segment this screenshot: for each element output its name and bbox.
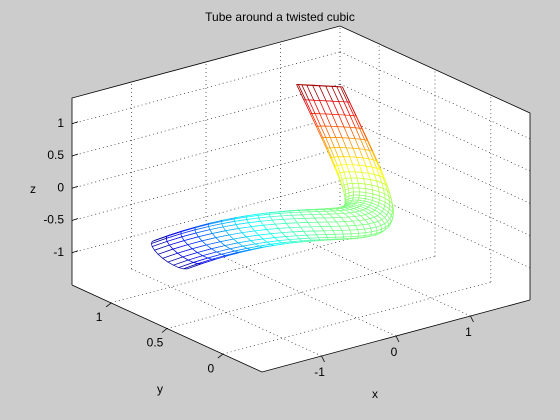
grid-line — [339, 116, 531, 204]
axes-background — [72, 26, 530, 372]
mesh-face — [352, 194, 360, 199]
tube-mesh — [151, 84, 394, 270]
x-axis-label: x — [372, 387, 378, 401]
tick-label: 0.5 — [47, 148, 64, 162]
tick-mark — [71, 153, 79, 157]
tick-mark — [321, 355, 325, 363]
chart-title: Tube around a twisted cubic — [205, 10, 355, 24]
grid-line — [339, 148, 531, 236]
grid-line — [280, 228, 471, 317]
tick-label: -1 — [53, 245, 64, 259]
tick-mark — [71, 250, 79, 254]
mesh-face — [353, 191, 360, 196]
tick-label: -0.5 — [43, 213, 64, 227]
tick-label: 0 — [391, 345, 398, 359]
z-axis-label: z — [30, 182, 36, 196]
tick-mark — [470, 315, 474, 323]
grid-line — [131, 268, 322, 357]
grid-line — [339, 180, 531, 269]
axes-labels: -1 0 1 0 0.5 1 -1 -0.5 0 0.5 1 — [43, 116, 531, 379]
grid-line — [339, 83, 531, 172]
axes-walls — [71, 25, 531, 372]
mesh-face — [347, 225, 358, 231]
tick-mark — [161, 328, 168, 333]
tick-label: 1 — [465, 325, 472, 339]
grid-line — [339, 51, 531, 140]
mesh-face — [341, 229, 352, 235]
tick-mark — [71, 121, 79, 125]
mesh-face — [352, 187, 360, 193]
tick-label: 0.5 — [147, 336, 164, 350]
tick-mark — [71, 218, 79, 221]
tick-label: -1 — [314, 365, 325, 379]
axis-line — [71, 284, 531, 373]
tick-mark — [217, 353, 224, 359]
tick-label: 1 — [96, 310, 103, 324]
grid-line — [205, 248, 397, 337]
y-axis-label: y — [157, 382, 163, 396]
tick-mark — [395, 335, 400, 343]
tick-label: 1 — [57, 116, 64, 130]
tick-mark — [71, 185, 79, 189]
axis-outline — [71, 25, 531, 300]
tick-label: 0 — [208, 361, 215, 375]
tick-mark — [105, 302, 112, 308]
tick-label: 0 — [57, 180, 64, 194]
